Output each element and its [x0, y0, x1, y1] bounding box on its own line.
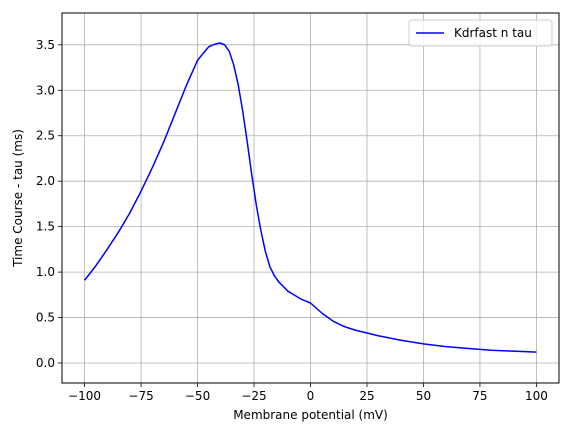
y-tick-label: 0.5 [36, 311, 55, 325]
grid-lines [62, 13, 559, 383]
x-tick-label: 50 [416, 389, 431, 403]
y-tick-label: 3.5 [36, 38, 55, 52]
x-tick-label: 0 [307, 389, 315, 403]
y-tick-label: 1.0 [36, 265, 55, 279]
y-tick-label: 2.0 [36, 174, 55, 188]
legend: Kdrfast n tau [408, 19, 553, 47]
x-tick-label: −25 [241, 389, 266, 403]
y-axis-label: Time Course - tau (ms) [11, 129, 25, 268]
y-tick-label: 2.5 [36, 129, 55, 143]
x-axis-label: Membrane potential (mV) [233, 408, 388, 422]
series-line-kdrfast-n-tau [83, 42, 537, 353]
x-tick-label: −75 [128, 389, 153, 403]
y-tick-label: 3.0 [36, 83, 55, 97]
x-tick-label: 75 [472, 389, 487, 403]
legend-box [408, 19, 553, 47]
x-tick-label: −100 [68, 389, 101, 403]
y-tick-label: 0.0 [36, 356, 55, 370]
x-tick-label: 25 [359, 389, 374, 403]
y-tick-label: 1.5 [36, 220, 55, 234]
legend-entry-kdrfast-n-tau: Kdrfast n tau [454, 26, 532, 40]
x-tick-label: 100 [525, 389, 548, 403]
y-axis-ticks: 0.0 0.5 1.0 1.5 2.0 2.5 3.0 3.5 [36, 38, 62, 370]
x-tick-label: −50 [185, 389, 210, 403]
x-axis-ticks: −100 −75 −50 −25 0 25 50 75 100 [68, 383, 548, 403]
series-group [83, 42, 537, 353]
